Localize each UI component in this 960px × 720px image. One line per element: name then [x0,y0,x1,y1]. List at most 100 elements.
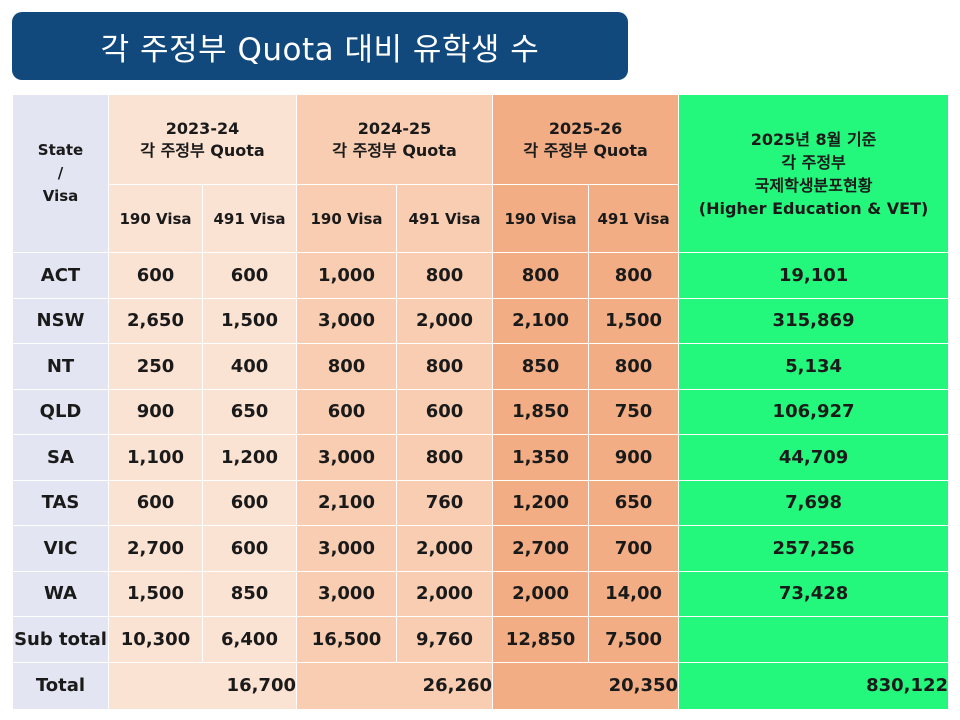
subtotal-cell: 6,400 [201,616,298,663]
quota-cell: 800 [396,434,494,481]
period-header-2025-26: 2025-26 각 주정부 Quota [492,94,680,185]
quota-cell: 3,000 [296,525,398,572]
quota-cell: 900 [108,388,203,435]
total-cell: 26,260 [296,661,494,710]
page-title: 각 주정부 Quota 대비 유학생 수 [12,12,628,80]
quota-cell: 1,500 [201,297,298,344]
period-header-2024-25: 2024-25 각 주정부 Quota [296,94,494,185]
quota-cell: 2,700 [108,525,203,572]
quota-cell: 2,100 [492,297,590,344]
quota-cell: 3,000 [296,434,398,481]
quota-cell: 800 [396,252,494,299]
subtotal-cell: 12,850 [492,616,590,663]
quota-cell: 1,000 [296,252,398,299]
state-label: SA [12,434,109,481]
quota-cell: 600 [396,388,494,435]
quota-cell: 2,000 [396,525,494,572]
quota-cell: 2,100 [296,479,398,526]
subtotal-cell: 7,500 [588,616,680,663]
subtotal-cell: 9,760 [396,616,494,663]
subtotal-label: Sub total [12,616,109,663]
quota-cell: 800 [492,252,590,299]
quota-cell: 700 [588,525,680,572]
quota-cell: 2,000 [396,297,494,344]
subtotal-cell: 10,300 [108,616,203,663]
quota-cell: 2,000 [492,570,590,617]
visa-subheader: 190 Visa [492,184,590,253]
quota-cell: 600 [201,252,298,299]
state-label: NSW [12,297,109,344]
visa-subheader: 491 Visa [588,184,680,253]
quota-cell: 600 [201,479,298,526]
table-row: QLD 900 650 600 600 1,850 750 106,927 [12,388,950,435]
quota-table: State / Visa 2023-24 각 주정부 Quota 2024-25… [12,94,950,710]
state-label: TAS [12,479,109,526]
state-label: ACT [12,252,109,299]
state-label: NT [12,343,109,390]
quota-cell: 650 [588,479,680,526]
quota-cell: 1,500 [108,570,203,617]
students-cell: 106,927 [678,388,950,435]
quota-cell: 1,350 [492,434,590,481]
students-cell: 44,709 [678,434,950,481]
quota-cell: 1,200 [492,479,590,526]
students-cell: 7,698 [678,479,950,526]
quota-cell: 1,200 [201,434,298,481]
state-label: VIC [12,525,109,572]
quota-cell: 900 [588,434,680,481]
table-row: SA 1,100 1,200 3,000 800 1,350 900 44,709 [12,434,950,481]
total-cell: 16,700 [107,661,298,710]
visa-subheader: 190 Visa [296,184,398,253]
visa-subheader: 491 Visa [201,184,298,253]
total-cell: 20,350 [492,661,680,710]
subtotal-students-cell [678,616,950,663]
quota-cell: 600 [108,252,203,299]
quota-cell: 1,100 [108,434,203,481]
table-row: VIC 2,700 600 3,000 2,000 2,700 700 257,256 [12,525,950,572]
visa-subheader: 491 Visa [396,184,494,253]
students-header: 2025년 8월 기준 각 주정부 국제학생분포현황 (Higher Educa… [678,94,950,253]
period-header-2023-24: 2023-24 각 주정부 Quota [107,94,298,185]
quota-cell: 850 [492,343,590,390]
students-cell: 257,256 [678,525,950,572]
quota-cell: 1,500 [588,297,680,344]
quota-cell: 2,000 [396,570,494,617]
quota-cell: 600 [296,388,398,435]
subtotal-row: Sub total 10,300 6,400 16,500 9,760 12,850 7,5… [12,616,950,663]
state-label: WA [12,570,109,617]
visa-subheader: 190 Visa [108,184,203,253]
quota-cell: 2,650 [108,297,203,344]
table-row: WA 1,500 850 3,000 2,000 2,000 14,00 73,428 [12,570,950,617]
quota-cell: 2,700 [492,525,590,572]
quota-cell: 14,00 [588,570,680,617]
quota-cell: 650 [201,388,298,435]
quota-cell: 400 [201,343,298,390]
quota-cell: 600 [201,525,298,572]
quota-cell: 800 [296,343,398,390]
students-cell: 5,134 [678,343,950,390]
students-cell: 19,101 [678,252,950,299]
subtotal-cell: 16,500 [296,616,398,663]
table-row: TAS 600 600 2,100 760 1,200 650 7,698 [12,479,950,526]
state-visa-header: State / Visa [12,94,109,253]
quota-cell: 850 [201,570,298,617]
quota-cell: 800 [396,343,494,390]
table-row: ACT 600 600 1,000 800 800 800 19,101 [12,252,950,299]
quota-cell: 250 [108,343,203,390]
quota-cell: 3,000 [296,570,398,617]
students-cell: 73,428 [678,570,950,617]
total-students-cell: 830,122 [678,661,950,710]
quota-cell: 3,000 [296,297,398,344]
quota-cell: 600 [108,479,203,526]
quota-cell: 760 [396,479,494,526]
table-row: NSW 2,650 1,500 3,000 2,000 2,100 1,500 315,869 [12,297,950,344]
table-row: NT 250 400 800 800 850 800 5,134 [12,343,950,390]
quota-cell: 800 [588,343,680,390]
quota-cell: 750 [588,388,680,435]
state-label: QLD [12,388,109,435]
quota-cell: 1,850 [492,388,590,435]
total-row: Total 16,700 26,260 20,350 830,122 [12,661,950,710]
quota-cell: 800 [588,252,680,299]
students-cell: 315,869 [678,297,950,344]
total-label: Total [12,661,109,710]
